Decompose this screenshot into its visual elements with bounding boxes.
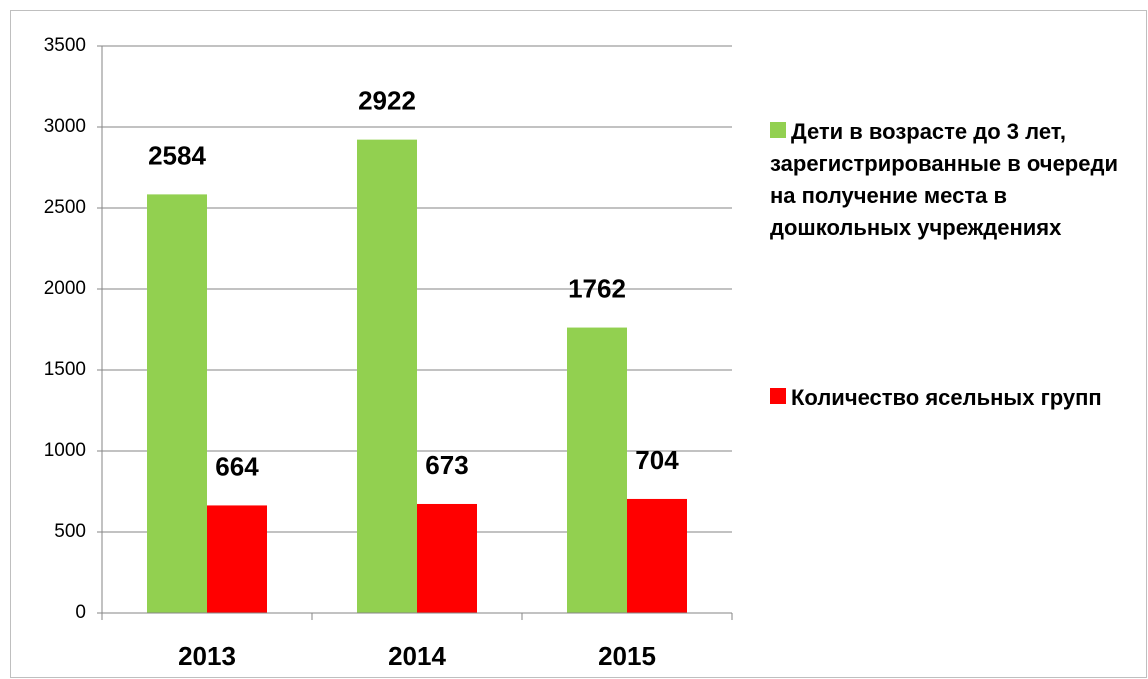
data-label: 704 [635,445,679,475]
bar [567,327,627,613]
bar [417,503,477,613]
legend-swatch [770,122,786,138]
data-label: 673 [425,450,468,480]
chart-border [10,10,1147,678]
legend-item: Дети в возрасте до 3 лет, зарегистрирова… [770,116,1140,244]
y-tick-label: 3000 [44,116,86,137]
legend-label: Количество ясельных групп [791,385,1102,410]
x-tick-label: 2014 [388,641,446,671]
legend-item: Количество ясельных групп [770,382,1140,414]
y-tick-label: 2500 [44,197,86,218]
x-tick-label: 2013 [178,641,236,671]
y-tick-label: 3500 [44,35,86,56]
data-label: 2584 [148,140,206,170]
bar [147,194,207,613]
y-tick-label: 1000 [44,440,86,461]
x-tick-label: 2015 [598,641,656,671]
data-label: 2922 [358,86,416,116]
bar [207,505,267,613]
y-tick-label: 500 [54,521,86,542]
y-tick-label: 0 [75,602,86,623]
bar [357,139,417,614]
y-tick-label: 2000 [44,278,86,299]
legend-swatch [770,388,786,404]
data-label: 664 [215,451,259,481]
data-label: 1762 [568,273,626,303]
y-tick-label: 1500 [44,359,86,380]
legend-label: Дети в возрасте до 3 лет, зарегистрирова… [770,119,1118,240]
bar [627,498,687,613]
